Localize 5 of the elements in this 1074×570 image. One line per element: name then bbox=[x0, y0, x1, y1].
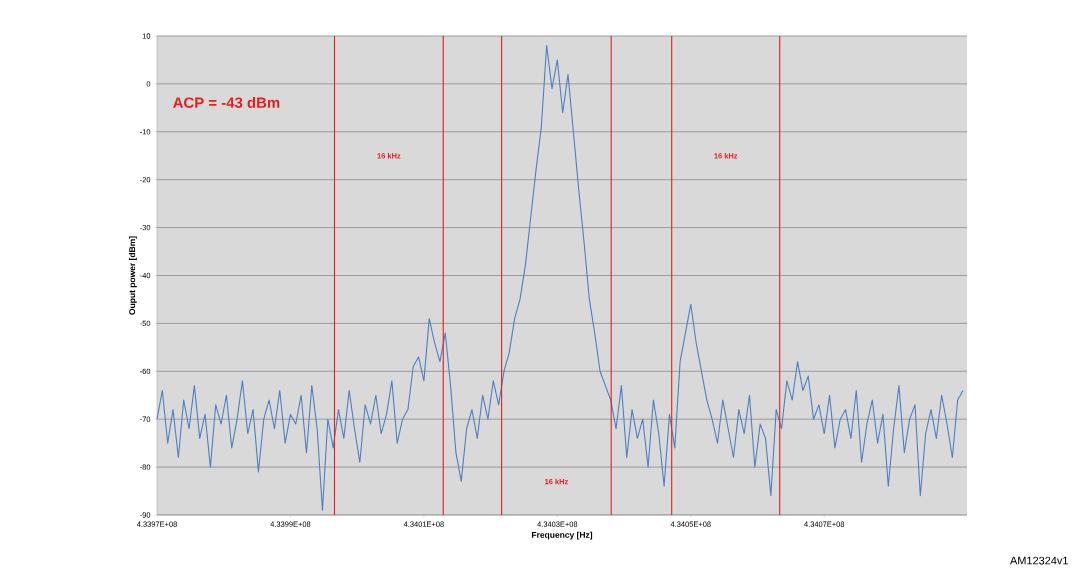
annotation: ACP = -43 dBm bbox=[173, 96, 280, 108]
text: AM12324v1 bbox=[1010, 556, 1068, 565]
y-axis-title: Ouput power [dBm] bbox=[128, 236, 137, 315]
x-axis-title: Frequency [Hz] bbox=[531, 531, 593, 540]
line-series bbox=[156, 45, 964, 511]
